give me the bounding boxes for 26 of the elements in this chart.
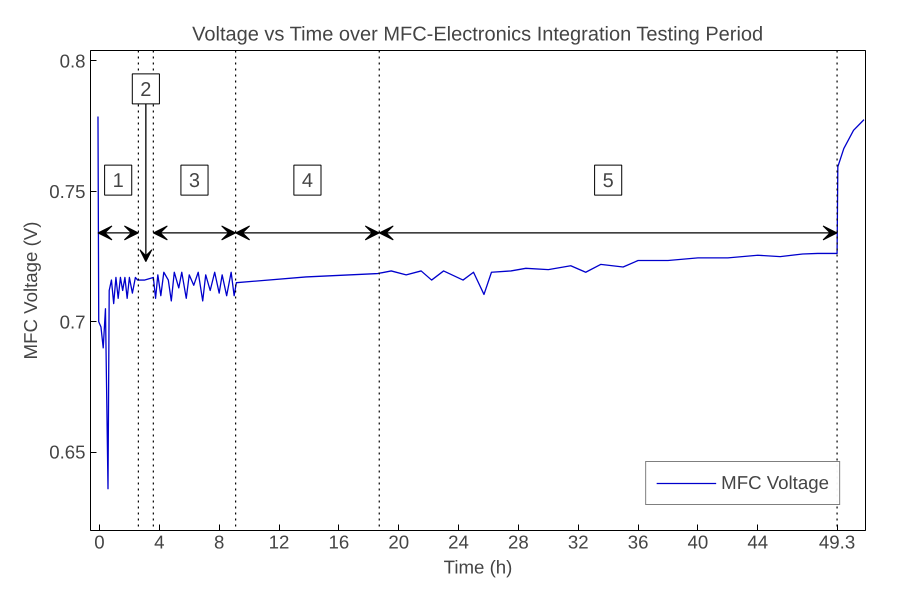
x-tick-label: 0 (94, 532, 105, 552)
y-axis-title: MFC Voltage (V) (20, 222, 42, 360)
annotation: 1 (112, 170, 124, 192)
x-tick-label: 20 (388, 532, 410, 552)
x-tick-label: 49.3 (818, 532, 856, 552)
x-axis-title: Time (h) (444, 556, 512, 578)
x-tick-label: 28 (508, 532, 529, 552)
annotation: 4 (302, 170, 314, 192)
x-tick-label: 36 (628, 532, 648, 552)
y-tick-label: 0.65 (49, 442, 86, 463)
x-tick-label: 12 (268, 532, 290, 552)
annotation: 5 (602, 170, 614, 192)
y-tick-label: 0.8 (60, 50, 86, 72)
chart-title: Voltage vs Time over MFC-Electronics Integration Testing Period (192, 24, 764, 46)
x-tick-label: 32 (568, 532, 589, 552)
x-tick-label: 40 (688, 532, 708, 552)
annotation: 3 (188, 170, 200, 192)
x-tick-label: 8 (214, 532, 224, 552)
x-tick-label: 24 (448, 532, 469, 552)
x-tick-label: 4 (154, 532, 165, 552)
y-tick-label: 0.7 (60, 311, 86, 332)
y-tick-label: 0.75 (49, 180, 86, 202)
annotation: 2 (140, 78, 152, 101)
x-tick-label: 44 (747, 532, 768, 552)
x-tick-label: 16 (328, 532, 350, 552)
legend-label: MFC Voltage (721, 472, 829, 494)
